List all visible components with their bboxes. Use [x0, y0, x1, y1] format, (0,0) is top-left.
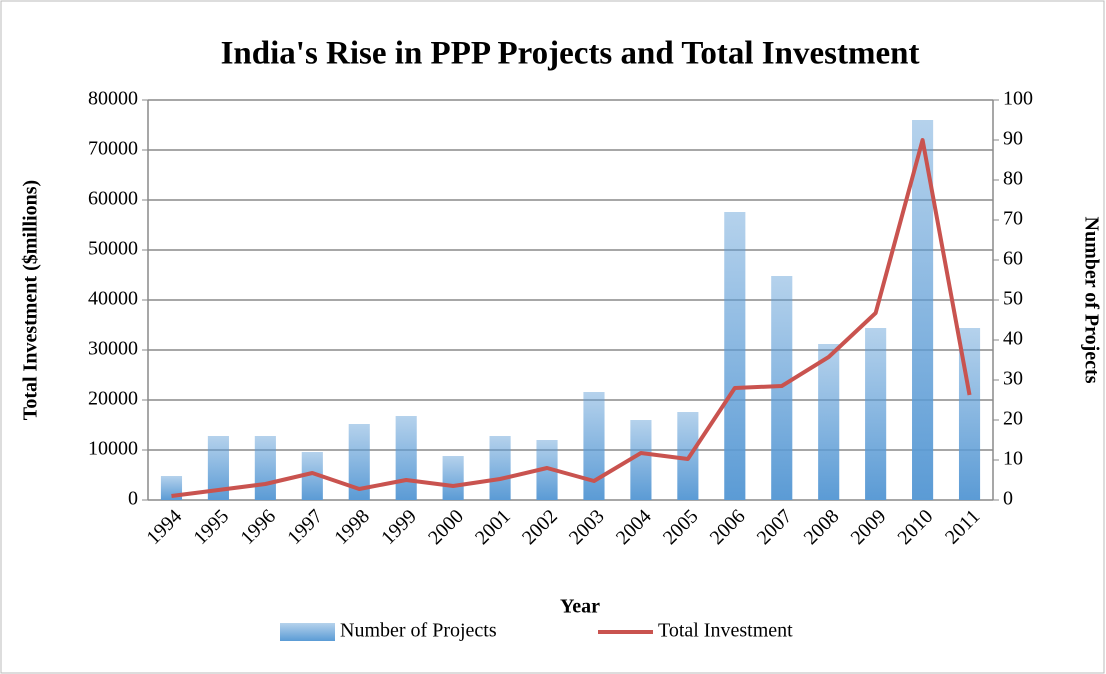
x-tick-label: 2009	[847, 505, 891, 549]
bar	[395, 416, 417, 500]
chart-title: India's Rise in PPP Projects and Total I…	[221, 36, 920, 72]
legend-swatch	[280, 623, 335, 641]
x-axis-label: Year	[560, 596, 600, 618]
y2-tick-label: 10	[1003, 448, 1023, 470]
legend-label: Number of Projects	[340, 620, 497, 642]
y-tick-label: 20000	[88, 388, 138, 410]
x-tick-label: 1994	[142, 505, 186, 549]
x-tick-label: 2002	[518, 505, 562, 549]
bar	[630, 420, 652, 500]
y2-tick-label: 60	[1003, 248, 1023, 270]
bar	[489, 436, 511, 500]
y2-tick-label: 80	[1003, 168, 1023, 190]
x-tick-label: 1997	[283, 505, 327, 549]
bar	[442, 456, 464, 500]
x-tick-label: 2001	[471, 505, 515, 549]
y2-tick-label: 50	[1003, 288, 1023, 310]
y-tick-label: 30000	[88, 338, 138, 360]
bar	[348, 424, 370, 500]
y-tick-label: 10000	[88, 438, 138, 460]
y-tick-label: 50000	[88, 238, 138, 260]
legend-label: Total Investment	[658, 620, 793, 642]
y-tick-label: 60000	[88, 188, 138, 210]
bar	[818, 344, 840, 500]
y2-tick-label: 0	[1003, 488, 1013, 510]
bar	[207, 436, 229, 500]
x-tick-label: 1995	[189, 505, 233, 549]
x-tick-label: 1996	[236, 505, 280, 549]
y-tick-label: 70000	[88, 138, 138, 160]
x-tick-label: 2000	[424, 505, 468, 549]
y-axis-label: Total Investment ($millions)	[20, 180, 42, 420]
x-tick-label: 1998	[330, 505, 374, 549]
x-tick-label: 2008	[800, 505, 844, 549]
x-tick-label: 2010	[894, 505, 938, 549]
x-tick-label: 2004	[612, 505, 656, 549]
y2-tick-label: 20	[1003, 408, 1023, 430]
y2-axis-label: Number of Projects	[1080, 217, 1102, 384]
x-tick-label: 2006	[706, 505, 750, 549]
y2-tick-label: 40	[1003, 328, 1023, 350]
x-tick-label: 2011	[941, 505, 984, 548]
line	[171, 138, 972, 498]
x-tick-label: 2003	[565, 505, 609, 549]
x-tick-label: 1999	[377, 505, 421, 549]
x-tick-label: 2007	[753, 505, 797, 549]
y-tick-label: 80000	[88, 88, 138, 110]
bar	[865, 328, 887, 500]
y2-tick-label: 100	[1003, 88, 1033, 110]
y-tick-label: 40000	[88, 288, 138, 310]
y2-tick-label: 90	[1003, 128, 1023, 150]
x-tick-label: 2005	[659, 505, 703, 549]
bar	[254, 436, 276, 500]
bar	[301, 452, 323, 500]
bar	[583, 392, 605, 500]
y2-tick-label: 70	[1003, 208, 1023, 230]
y2-tick-label: 30	[1003, 368, 1023, 390]
bar	[724, 212, 746, 500]
y-tick-label: 0	[128, 488, 138, 510]
bar	[912, 120, 934, 500]
